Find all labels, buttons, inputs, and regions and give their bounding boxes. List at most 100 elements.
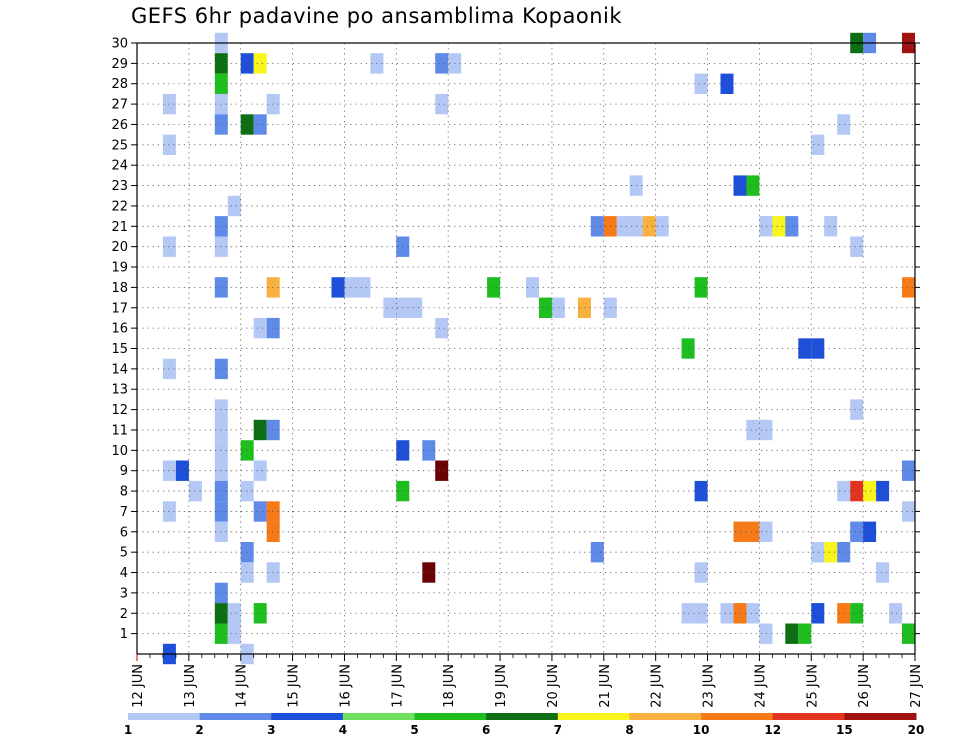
precip-cell [435,460,449,481]
precip-cell [746,603,760,624]
colorbar-label: 1 [124,723,132,737]
precip-cell [694,73,708,94]
x-tick-label: 12 JUN [131,664,146,708]
precip-cell [590,216,604,237]
y-tick-label: 7 [120,505,128,520]
y-tick-label: 24 [111,159,128,174]
precip-cell [889,603,903,624]
colorbar-segment [271,713,344,720]
precip-cell [902,623,915,644]
precip-cell [759,623,773,644]
precip-cell [785,216,799,237]
colorbar-segment [199,713,272,720]
precip-cell [435,93,449,115]
y-tick-label: 22 [111,199,128,214]
y-tick-label: 1 [120,627,128,642]
precip-cell [253,603,267,624]
precip-cell [227,623,241,644]
precip-cell [746,521,760,542]
precip-cell [227,603,241,624]
x-tick-label: 26 JUN [857,664,872,708]
precip-cell [746,175,760,196]
precip-cell [798,623,812,644]
precip-cell [850,603,864,624]
precip-cell [175,460,189,481]
precip-cell [876,562,890,583]
precip-cell [720,73,734,94]
precip-cell [850,521,864,542]
precip-cell [850,236,864,257]
precip-cell [733,521,747,542]
x-tick-label: 27 JUN [909,664,924,708]
x-tick-label: 21 JUN [598,664,613,708]
x-tick-label: 16 JUN [338,664,353,708]
colorbar-label: 8 [625,723,633,737]
colorbar: 1 2 3 4 5 6 7 8 10 12 15 20 [124,713,924,737]
y-tick-label: 27 [111,98,128,113]
colorbar-segment [486,713,559,720]
colorbar-segment [772,713,845,720]
precip-cell [902,277,915,298]
colorbar-label: 4 [339,723,347,737]
x-tick-label: 15 JUN [287,664,302,708]
x-tick-label: 17 JUN [390,664,405,708]
precipitation-cells [162,32,915,665]
precip-cell [253,317,267,339]
precip-cell [837,114,851,135]
precip-cell [409,297,423,318]
precip-cell [383,297,397,318]
colorbar-segment [414,713,487,720]
precip-cell [357,277,371,298]
precip-cell [733,175,747,196]
precip-cell [850,480,864,502]
x-axis: 12 JUN 13 JUN 14 JUN 15 JUN 16 JUN 17 JUN 18 J… [131,654,924,708]
precip-cell [863,521,877,542]
y-tick-label: 20 [111,240,128,255]
precip-cell [811,338,825,359]
precip-cell [759,521,773,542]
y-axis: 1234567891011121314151617181920212223242… [111,37,920,642]
precip-cell [487,277,501,298]
y-tick-label: 15 [111,342,128,357]
colorbar-label: 2 [195,723,203,737]
precip-cell [694,603,708,624]
precip-cell [435,53,449,74]
precip-cell [863,480,877,502]
precip-cell [253,419,267,441]
y-tick-label: 14 [111,362,128,377]
precip-cell [253,53,267,74]
precip-cell [798,338,812,359]
y-tick-label: 8 [120,485,128,500]
y-tick-label: 3 [120,586,128,601]
precip-cell [539,297,552,318]
y-tick-label: 25 [111,138,128,153]
precip-cell [694,480,708,502]
x-tick-label: 14 JUN [235,664,250,708]
precip-cell [759,419,773,441]
y-tick-label: 23 [111,179,128,194]
y-tick-label: 2 [120,607,128,622]
y-tick-label: 13 [111,383,128,398]
precip-cell [824,542,838,563]
x-tick-label: 24 JUN [753,664,768,708]
precip-cell [811,542,825,563]
colorbar-segment [557,713,630,720]
chart-title: GEFS 6hr padavine po ansamblima Kopaonik [131,4,623,28]
colorbar-segment [128,713,201,720]
precip-cell [746,419,760,441]
y-tick-label: 10 [111,444,128,459]
precip-cell [837,542,851,563]
precip-cell [253,460,267,481]
precip-cell [759,216,773,237]
precip-cell [850,399,864,420]
y-tick-label: 11 [111,423,128,438]
precip-cell [616,216,630,237]
precip-cell [590,542,604,563]
x-tick-label: 19 JUN [494,664,509,708]
precip-cell [694,562,708,583]
precip-cell [681,338,695,359]
colorbar-label: 6 [482,723,490,737]
colorbar-label: 15 [836,723,853,737]
precip-cell [902,460,915,481]
